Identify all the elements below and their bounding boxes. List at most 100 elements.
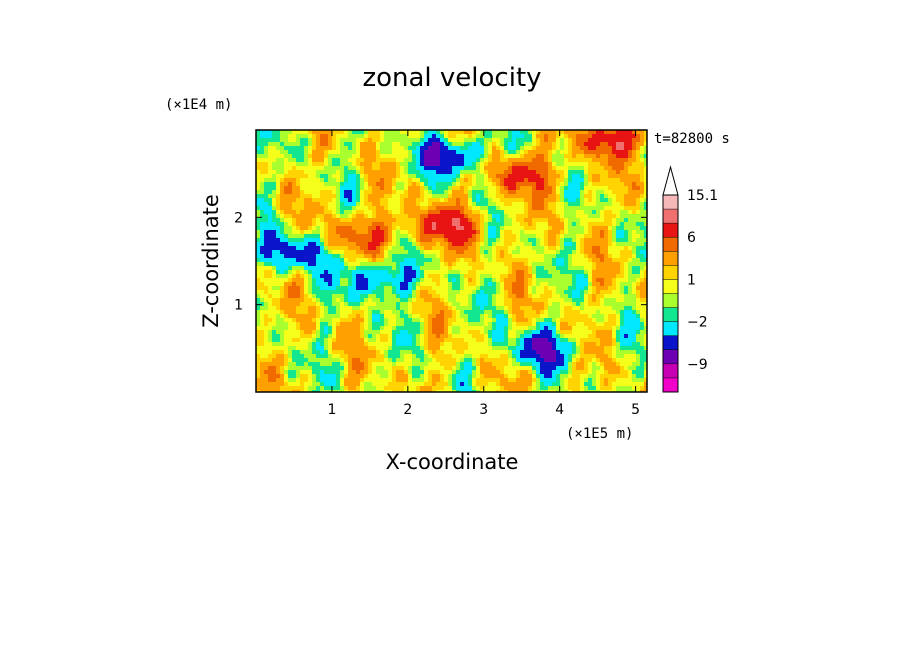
contour-cell [264,234,269,239]
contour-cell [476,270,481,275]
contour-cell [372,274,377,279]
contour-cell [376,258,381,263]
contour-cell [436,334,441,339]
contour-cell [344,346,349,351]
contour-cell [268,338,273,343]
contour-cell [408,146,413,151]
contour-cell [268,362,273,367]
contour-cell [368,330,373,335]
contour-cell [428,206,433,211]
contour-cell [536,350,541,355]
contour-cell [332,158,337,163]
contour-cell [412,382,417,387]
contour-cell [452,166,457,171]
contour-cell [424,250,429,255]
contour-cell [468,142,473,147]
contour-cell [296,310,301,315]
contour-cell [468,350,473,355]
contour-cell [500,226,505,231]
contour-cell [324,190,329,195]
contour-cell [264,198,269,203]
contour-cell [476,194,481,199]
contour-cell [536,166,541,171]
contour-cell [268,326,273,331]
contour-cell [492,286,497,291]
contour-cell [352,146,357,151]
contour-cell [272,234,277,239]
contour-cell [544,278,549,283]
contour-cell [268,166,273,171]
contour-cell [460,214,465,219]
contour-cell [540,286,545,291]
contour-cell [372,170,377,175]
contour-cell [440,334,445,339]
contour-cell [540,378,545,383]
contour-cell [476,154,481,159]
contour-cell [372,258,377,263]
contour-cell [532,202,537,207]
contour-cell [428,310,433,315]
contour-cell [384,358,389,363]
contour-cell [396,174,401,179]
contour-cell [380,266,385,271]
contour-cell [328,382,333,387]
contour-cell [332,374,337,379]
contour-cell [368,322,373,327]
contour-cell [364,338,369,343]
contour-cell [428,146,433,151]
contour-cell [516,338,521,343]
contour-cell [264,330,269,335]
contour-cell [496,250,501,255]
contour-cell [468,370,473,375]
contour-cell [432,178,437,183]
contour-cell [544,178,549,183]
contour-cell [524,302,529,307]
contour-cell [480,150,485,155]
contour-cell [472,370,477,375]
contour-cell [504,234,509,239]
contour-cell [516,142,521,147]
contour-cell [484,130,489,135]
contour-cell [504,246,509,251]
contour-cell [436,330,441,335]
contour-cell [312,386,317,391]
contour-cell [396,222,401,227]
contour-cell [432,338,437,343]
contour-cell [524,318,529,323]
contour-cell [512,162,517,167]
contour-cell [340,314,345,319]
contour-cell [352,270,357,275]
contour-cell [388,390,393,392]
contour-cell [288,142,293,147]
contour-cell [396,334,401,339]
contour-cell [308,362,313,367]
contour-cell [268,270,273,275]
contour-cell [320,270,325,275]
y-unit-label: (×1E4 m) [165,97,232,113]
contour-cell [536,286,541,291]
contour-cell [548,254,553,259]
contour-cell [504,374,509,379]
contour-cell [324,342,329,347]
contour-cell [360,158,365,163]
contour-cell [304,242,309,247]
contour-cell [468,366,473,371]
contour-cell [456,222,461,227]
contour-cell [396,298,401,303]
contour-cell [260,186,265,191]
contour-cell [520,202,525,207]
contour-cell [492,350,497,355]
contour-cell [480,238,485,243]
contour-cell [452,386,457,391]
contour-cell [284,358,289,363]
contour-cell [296,142,301,147]
contour-cell [548,234,553,239]
contour-cell [296,378,301,383]
contour-cell [464,178,469,183]
contour-cell [340,318,345,323]
contour-cell [336,198,341,203]
contour-cell [280,182,285,187]
contour-cell [428,382,433,387]
contour-cell [460,130,465,135]
contour-cell [348,346,353,351]
